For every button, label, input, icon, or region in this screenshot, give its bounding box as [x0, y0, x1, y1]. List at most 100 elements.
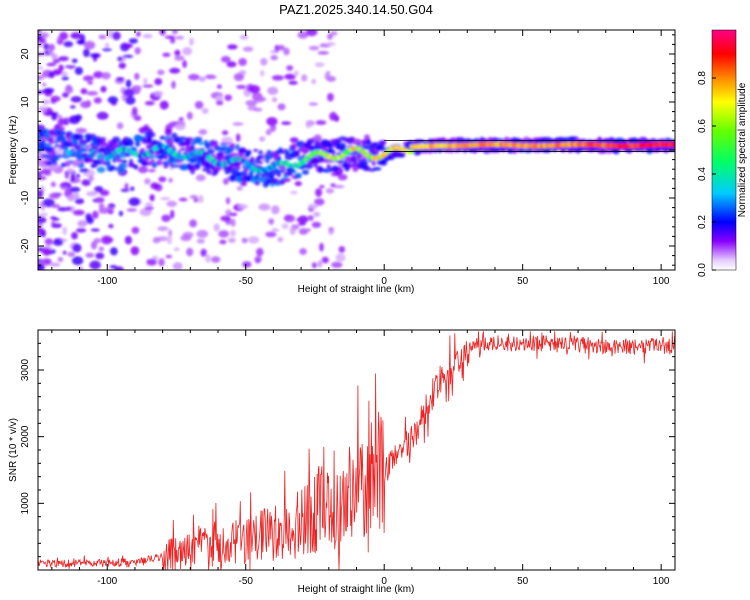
noise-blob [233, 73, 245, 82]
halo-blob [308, 145, 316, 151]
noise-blob [71, 232, 78, 240]
noise-blob [48, 43, 55, 52]
halo-blob [276, 156, 282, 162]
noise-blob [224, 94, 232, 101]
halo-blob [115, 158, 124, 163]
noise-blob [198, 76, 206, 82]
noise-blob [50, 204, 61, 208]
noise-blob [74, 114, 83, 121]
noise-blob [313, 134, 322, 140]
noise-blob [311, 262, 317, 269]
noise-blob [308, 45, 320, 51]
noise-blob [213, 223, 220, 232]
noise-blob [255, 247, 264, 257]
noise-blob [172, 262, 183, 270]
noise-blob [150, 182, 159, 190]
halo-blob [203, 160, 212, 165]
noise-blob [90, 53, 100, 58]
colorbar-axis: 0.0 0.2 0.4 0.6 0.8 [697, 71, 716, 277]
noise-blob [70, 172, 76, 182]
noise-blob [238, 204, 249, 209]
noise-blob [182, 59, 187, 69]
halo-blob [257, 155, 265, 159]
colorbar-tick-label: 0.2 [697, 215, 708, 229]
bottom-x-tick-label: -50 [238, 576, 253, 587]
noise-blob [93, 97, 102, 104]
noise-blob [103, 207, 114, 211]
noise-blob [178, 197, 188, 202]
noise-blob [81, 179, 91, 187]
halo-blob [190, 144, 195, 151]
noise-blob [297, 222, 306, 226]
noise-blob [200, 248, 207, 257]
noise-blob [50, 95, 61, 102]
halo-blob [233, 165, 242, 169]
ridge-cell [408, 149, 414, 155]
halo-blob [170, 156, 175, 164]
halo-blob [104, 143, 109, 147]
noise-blob [174, 247, 180, 252]
noise-blob [168, 229, 173, 238]
noise-blob [174, 55, 185, 61]
noise-blob [288, 80, 298, 85]
halo-blob [213, 167, 222, 171]
noise-blob [98, 246, 104, 252]
noise-blob [134, 47, 141, 55]
halo-blob [640, 146, 646, 153]
noise-blob [284, 214, 292, 220]
halo-blob [178, 136, 187, 141]
halo-blob [328, 149, 336, 155]
noise-blob [248, 85, 261, 94]
noise-blob [68, 65, 74, 70]
noise-blob [258, 203, 271, 211]
noise-blob [225, 197, 231, 205]
noise-blob [175, 35, 185, 40]
snr-plot-area [38, 331, 675, 570]
noise-blob [281, 121, 292, 125]
noise-blob [42, 247, 52, 256]
halo-blob [96, 166, 106, 173]
noise-blob [118, 62, 127, 69]
noise-blob [131, 226, 140, 234]
noise-blob [196, 229, 209, 238]
noise-blob [226, 61, 237, 68]
halo-blob [326, 164, 331, 170]
noise-blob [166, 200, 178, 207]
noise-blob [136, 31, 141, 37]
noise-blob [88, 175, 94, 182]
noise-blob [330, 31, 338, 36]
halo-blob [258, 176, 267, 183]
bottom-x-tick-label: 50 [517, 576, 529, 587]
noise-blob [327, 33, 333, 40]
noise-blob [164, 128, 172, 137]
noise-blob [332, 185, 345, 189]
noise-blob [102, 48, 112, 52]
noise-blob [51, 223, 63, 229]
noise-blob [196, 238, 205, 244]
noise-blob [222, 178, 229, 185]
noise-blob [86, 191, 98, 197]
noise-blob [148, 169, 156, 173]
noise-blob [58, 56, 69, 62]
noise-blob [38, 65, 44, 70]
noise-blob [86, 91, 99, 96]
halo-blob [238, 147, 247, 154]
halo-blob [294, 150, 301, 157]
halo-blob [278, 169, 286, 173]
noise-blob [133, 89, 140, 95]
noise-blob [62, 226, 68, 236]
halo-blob [284, 172, 294, 177]
ridge-cell [671, 142, 675, 147]
noise-blob [123, 88, 135, 97]
halo-blob [75, 133, 84, 141]
noise-blob [99, 189, 110, 196]
halo-blob [169, 164, 179, 168]
noise-blob [53, 239, 64, 246]
noise-blob [161, 214, 171, 222]
halo-blob [302, 148, 309, 155]
halo-blob [232, 161, 240, 166]
noise-blob [63, 41, 74, 48]
noise-blob [41, 229, 46, 238]
noise-blob [195, 174, 206, 182]
noise-blob [90, 228, 100, 232]
